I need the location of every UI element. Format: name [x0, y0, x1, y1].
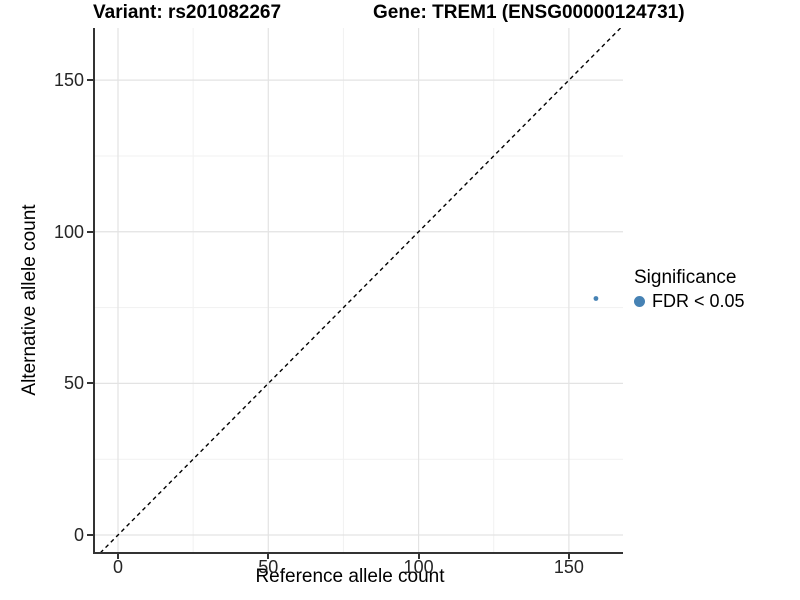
plot-panel [93, 28, 623, 554]
legend-title: Significance [634, 267, 737, 288]
legend-item: FDR < 0.05 [634, 291, 745, 312]
y-axis-tick [87, 534, 93, 537]
y-tick-label: 50 [63, 373, 84, 394]
y-tick-label: 0 [73, 525, 84, 546]
y-tick-label: 100 [53, 221, 84, 242]
x-axis-tick [116, 554, 119, 559]
x-axis-tick [567, 554, 570, 559]
data-point [593, 296, 599, 301]
y-axis-tick [87, 79, 93, 82]
x-tick-label: 0 [112, 557, 123, 577]
x-tick-label: 50 [258, 557, 279, 577]
x-axis-tick [417, 554, 420, 559]
plot-canvas [95, 28, 623, 552]
legend-point-swatch-icon [634, 296, 645, 307]
plot-title-variant: Variant: rs201082267 [93, 2, 282, 23]
x-axis-title: Reference allele count [255, 566, 445, 587]
plot-title-gene: Gene: TREM1 (ENSG00000124731) [373, 2, 685, 23]
legend: Significance FDR < 0.05 [634, 266, 745, 312]
x-tick-label: 100 [403, 557, 434, 577]
y-tick-label: 150 [53, 70, 84, 91]
x-axis-tick [267, 554, 270, 559]
x-tick-label: 150 [553, 557, 584, 577]
legend-item-label: FDR < 0.05 [652, 291, 745, 311]
identity-line [100, 28, 622, 552]
y-axis-tick [87, 382, 93, 385]
y-axis-tick [87, 230, 93, 233]
